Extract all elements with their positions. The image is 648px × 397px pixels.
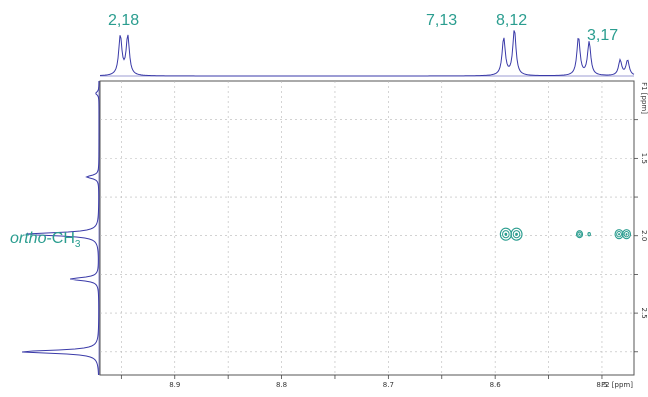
cross-peak-core xyxy=(578,233,581,236)
cross-peak xyxy=(575,230,584,239)
x-axis-label: F2 [ppm] xyxy=(601,381,633,389)
cross-peak-inner-contour xyxy=(616,230,622,238)
cross-peak xyxy=(587,232,591,237)
cross-peak-inner-contour xyxy=(502,230,510,239)
x-tick-label: 8.6 xyxy=(490,381,502,389)
cross-peak-core xyxy=(618,233,621,236)
x-tick-label: 8.5 xyxy=(596,381,607,389)
x-tick-label: 8.9 xyxy=(169,381,180,389)
cross-peak-inner-contour xyxy=(512,230,521,239)
y-axis-label: F1 [ppm] xyxy=(640,82,648,114)
top-projection-trace xyxy=(99,30,635,77)
cross-peak-inner-contour xyxy=(577,231,582,237)
ortho-prefix: ortho xyxy=(10,230,47,247)
peak-label-8-12: 8,12 xyxy=(496,12,528,29)
left-projection-trace xyxy=(22,80,100,376)
y-tick-label: 1.5 xyxy=(640,153,648,164)
cross-peak-inner-contour xyxy=(623,230,630,238)
cross-peak xyxy=(510,227,523,241)
peak-label-2-18: 2,18 xyxy=(108,12,140,29)
plot-frame xyxy=(99,80,635,376)
cross-peak-core xyxy=(515,232,518,236)
x-tick-label: 8.8 xyxy=(276,381,287,389)
y-tick-label: 2.0 xyxy=(640,230,648,241)
y-tick-label: 2.5 xyxy=(640,308,648,319)
peak-label-3-17: 3,17 xyxy=(587,27,619,44)
x-tick-label: 8.7 xyxy=(383,381,394,389)
cross-peak-core xyxy=(504,232,508,236)
cross-peak-core xyxy=(625,233,628,236)
cross-peak xyxy=(621,229,632,240)
peak-label-7-13: 7,13 xyxy=(426,12,458,29)
ortho-subscript: 3 xyxy=(74,239,81,251)
ortho-ch3-label: ortho-CH3 xyxy=(10,230,80,250)
ortho-ch: -CH xyxy=(46,230,75,247)
